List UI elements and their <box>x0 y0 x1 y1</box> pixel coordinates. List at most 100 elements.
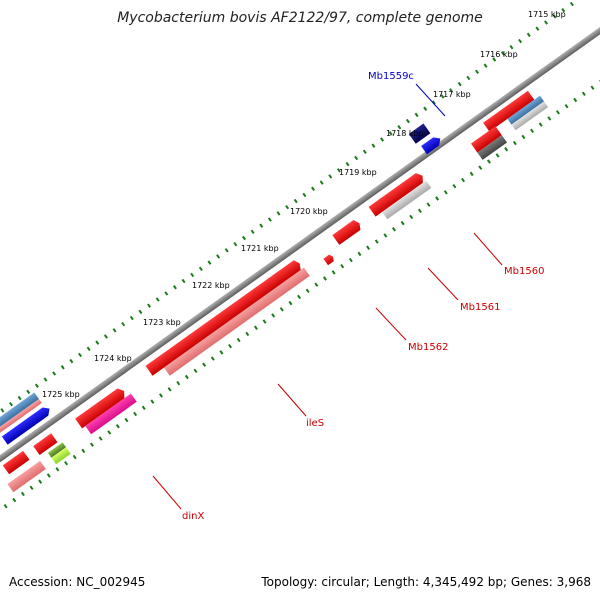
tick-label: 1718 kbp <box>386 129 424 138</box>
outer-tick <box>259 223 264 228</box>
inner-tick <box>228 344 233 349</box>
outer-tick <box>354 155 359 161</box>
outer-tick <box>509 44 514 50</box>
outer-tick <box>336 168 341 173</box>
label-mb1560[interactable]: Mb1560 <box>504 266 544 277</box>
inner-tick <box>133 411 138 417</box>
outer-tick <box>380 137 385 142</box>
outer-tick <box>345 161 350 167</box>
gene-dinx[interactable] <box>75 386 128 429</box>
inner-tick <box>38 479 43 484</box>
outer-tick <box>466 75 471 81</box>
tick-label: 1725 kbp <box>42 390 80 399</box>
gene-feature-red-bottom-left-2[interactable] <box>33 433 58 456</box>
gene-mb1561[interactable] <box>332 218 363 245</box>
outer-tick <box>26 389 31 395</box>
label-iles[interactable]: ileS <box>306 418 324 429</box>
genome-summary-text: Topology: circular; Length: 4,345,492 bp… <box>261 575 591 589</box>
label-mb1562[interactable]: Mb1562 <box>408 342 448 353</box>
inner-tick <box>236 337 241 343</box>
inner-tick <box>590 85 595 90</box>
tick-label: 1723 kbp <box>143 318 181 327</box>
gene-feature-dark-right[interactable] <box>477 135 508 160</box>
outer-tick <box>397 124 402 130</box>
outer-tick <box>69 358 74 364</box>
outer-tick <box>362 149 367 155</box>
gene-feature-blue-reverse-left[interactable] <box>1 405 53 445</box>
gene-feature-navy[interactable] <box>408 123 431 144</box>
inner-tick <box>486 159 491 164</box>
gene-feature-red-small-right[interactable] <box>470 126 502 153</box>
gene-mb1560[interactable] <box>368 171 426 217</box>
outer-tick <box>293 198 298 204</box>
outer-tick <box>457 81 462 87</box>
outer-tick <box>17 395 22 401</box>
inner-tick <box>383 233 388 238</box>
tick-label: 1722 kbp <box>192 281 230 290</box>
gene-feature-pink-left[interactable] <box>0 398 42 447</box>
gene-feature-olive[interactable] <box>47 442 67 458</box>
gene-feature-steel-right[interactable] <box>507 95 545 125</box>
outer-tick <box>121 321 126 327</box>
genome-title: Mycobacterium bovis AF2122/97, complete … <box>117 10 483 26</box>
tick-labels: 1715 kbp 1716 kbp 1717 kbp 1718 kbp 1719 kbp… <box>42 10 566 399</box>
inner-tick <box>374 239 379 244</box>
outer-tick <box>242 235 246 241</box>
gene-feature-red-right[interactable] <box>483 90 535 132</box>
gene-iles[interactable] <box>145 258 304 376</box>
outer-tick <box>129 315 134 321</box>
inner-tick <box>288 300 293 306</box>
outer-tick <box>233 241 238 247</box>
outer-tick <box>147 303 152 308</box>
label-dinx[interactable]: dinX <box>182 511 204 522</box>
outer-tick <box>405 118 410 124</box>
tick-label: 1715 kbp <box>528 10 566 19</box>
inner-tick <box>3 504 8 509</box>
inner-tick <box>417 208 422 214</box>
outer-tick <box>138 309 143 315</box>
inner-tick <box>538 122 543 127</box>
inner-tick <box>210 356 215 361</box>
inner-tick <box>555 110 560 115</box>
inner-tick <box>176 380 181 386</box>
outer-tick-ring <box>0 0 583 413</box>
inner-tick <box>305 288 310 294</box>
outer-tick <box>311 186 315 191</box>
outer-tick <box>552 14 557 19</box>
inner-tick <box>81 448 86 454</box>
gene-feature-blue-left[interactable] <box>0 392 39 443</box>
inner-tick <box>564 103 569 109</box>
inner-tick <box>530 128 535 133</box>
inner-tick <box>495 153 500 158</box>
leader-dinx <box>152 475 182 510</box>
outer-tick <box>285 205 290 210</box>
tick-label: 1720 kbp <box>290 207 328 216</box>
inner-tick <box>262 319 267 324</box>
outer-tick <box>328 174 333 179</box>
outer-tick <box>9 401 13 407</box>
outer-tick <box>43 377 48 382</box>
outer-tick <box>388 131 393 136</box>
label-mb1559c[interactable]: Mb1559c <box>368 71 414 82</box>
gene-mb1562[interactable] <box>323 254 335 266</box>
label-mb1561[interactable]: Mb1561 <box>460 302 500 313</box>
outer-tick <box>172 285 177 290</box>
gene-mb1559c[interactable] <box>421 134 443 155</box>
gene-dinx-shadow <box>85 393 137 435</box>
gene-feature-gray-right[interactable] <box>511 101 549 131</box>
outer-tick <box>475 69 479 75</box>
outer-tick <box>414 112 419 118</box>
inner-tick <box>89 442 94 447</box>
gene-feature-lime[interactable] <box>51 447 71 465</box>
outer-tick <box>112 328 117 333</box>
inner-tick <box>46 473 51 478</box>
gene-feature-red-bottom-left[interactable] <box>2 450 30 475</box>
inner-tick <box>159 393 163 398</box>
inner-tick <box>340 263 345 269</box>
inner-tick <box>115 424 120 429</box>
inner-tick <box>20 491 25 497</box>
gene-feature-pink-bottom-left[interactable] <box>7 460 46 493</box>
outer-tick <box>224 248 229 253</box>
